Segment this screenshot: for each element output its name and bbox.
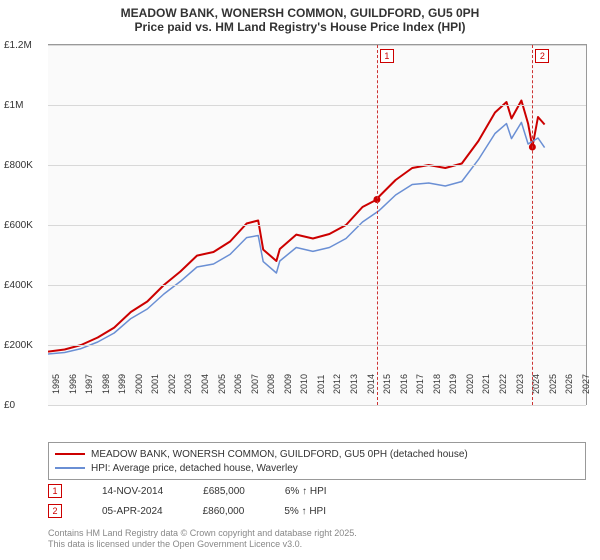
legend-swatch-0 (55, 453, 85, 455)
credits-line2: This data is licensed under the Open Gov… (48, 539, 586, 550)
x-axis-label: 2019 (448, 364, 458, 394)
legend-swatch-1 (55, 467, 85, 469)
y-gridline: £1M (48, 105, 586, 106)
chart-marker: 2 (535, 49, 549, 63)
x-axis-label: 2016 (399, 364, 409, 394)
y-gridline: £0 (48, 405, 586, 406)
chart-area: £0 £200K £400K £600K £800K £1M £1.2M 1 2 (48, 44, 587, 405)
info-marker-1: 2 (48, 504, 62, 518)
x-axis-label: 2009 (283, 364, 293, 394)
y-gridline: £600K (48, 225, 586, 226)
info-price-0: £685,000 (203, 486, 245, 497)
marker-vline (532, 45, 533, 405)
x-axis-label: 2002 (167, 364, 177, 394)
title-block: MEADOW BANK, WONERSH COMMON, GUILDFORD, … (0, 0, 600, 34)
y-axis-label: £400K (4, 280, 44, 291)
legend-label-1: HPI: Average price, detached house, Wave… (91, 463, 298, 474)
x-axis-label: 2027 (581, 364, 591, 394)
title-line1: MEADOW BANK, WONERSH COMMON, GUILDFORD, … (0, 6, 600, 20)
x-axis-label: 1997 (84, 364, 94, 394)
y-gridline: £1.2M (48, 45, 586, 46)
y-gridline: £200K (48, 345, 586, 346)
info-row-0: 1 14-NOV-2014 £685,000 6% ↑ HPI (48, 484, 586, 498)
x-axis-label: 1995 (51, 364, 61, 394)
x-axis-label: 2010 (299, 364, 309, 394)
x-axis-label: 2014 (366, 364, 376, 394)
info-delta-0: 6% ↑ HPI (285, 486, 327, 497)
x-axis-label: 2006 (233, 364, 243, 394)
x-axis-label: 2005 (217, 364, 227, 394)
x-axis-label: 2007 (250, 364, 260, 394)
x-axis-label: 2018 (432, 364, 442, 394)
series-line-0 (48, 101, 545, 352)
title-line2: Price paid vs. HM Land Registry's House … (0, 20, 600, 34)
x-axis-label: 1996 (68, 364, 78, 394)
x-axis-label: 2000 (134, 364, 144, 394)
info-delta-1: 5% ↑ HPI (284, 506, 326, 517)
x-axis-label: 2003 (183, 364, 193, 394)
legend-row-1: HPI: Average price, detached house, Wave… (55, 461, 579, 475)
chart-marker: 1 (380, 49, 394, 63)
y-axis-label: £1.2M (4, 40, 44, 51)
info-row-1: 2 05-APR-2024 £860,000 5% ↑ HPI (48, 504, 586, 518)
x-axis-label: 1999 (117, 364, 127, 394)
x-axis-label: 2025 (548, 364, 558, 394)
x-axis-label: 2026 (564, 364, 574, 394)
credits: Contains HM Land Registry data © Crown c… (48, 528, 586, 550)
info-date-0: 14-NOV-2014 (102, 486, 163, 497)
x-axis-label: 2012 (332, 364, 342, 394)
y-gridline: £800K (48, 165, 586, 166)
y-gridline: £400K (48, 285, 586, 286)
x-axis-label: 2015 (382, 364, 392, 394)
info-date-1: 05-APR-2024 (102, 506, 163, 517)
chart-container: MEADOW BANK, WONERSH COMMON, GUILDFORD, … (0, 0, 600, 560)
y-axis-label: £200K (4, 340, 44, 351)
info-marker-0: 1 (48, 484, 62, 498)
y-axis-label: £1M (4, 100, 44, 111)
x-axis-label: 2024 (531, 364, 541, 394)
x-axis-label: 2020 (465, 364, 475, 394)
x-axis-label: 2004 (200, 364, 210, 394)
x-axis-label: 2013 (349, 364, 359, 394)
x-axis-label: 2008 (266, 364, 276, 394)
marker-vline (377, 45, 378, 405)
y-axis-label: £800K (4, 160, 44, 171)
x-axis-label: 2001 (150, 364, 160, 394)
y-axis-label: £600K (4, 220, 44, 231)
y-axis-label: £0 (4, 400, 44, 411)
x-axis-label: 2023 (515, 364, 525, 394)
legend-box: MEADOW BANK, WONERSH COMMON, GUILDFORD, … (48, 442, 586, 480)
x-axis-label: 2011 (316, 364, 326, 394)
info-price-1: £860,000 (203, 506, 245, 517)
legend-row-0: MEADOW BANK, WONERSH COMMON, GUILDFORD, … (55, 447, 579, 461)
x-axis-label: 2017 (415, 364, 425, 394)
credits-line1: Contains HM Land Registry data © Crown c… (48, 528, 586, 539)
x-axis-label: 2021 (481, 364, 491, 394)
x-axis-label: 2022 (498, 364, 508, 394)
legend-label-0: MEADOW BANK, WONERSH COMMON, GUILDFORD, … (91, 449, 468, 460)
x-axis-label: 1998 (101, 364, 111, 394)
